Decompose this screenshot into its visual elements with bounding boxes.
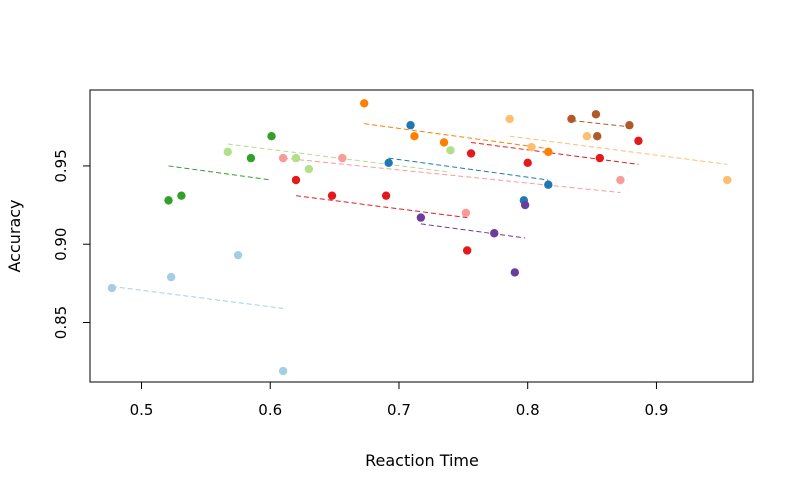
data-point-group-9 — [523, 158, 532, 168]
data-point-group-10 — [505, 114, 514, 124]
data-point-group-1 — [278, 366, 288, 376]
fit-line-group-4 — [283, 157, 621, 194]
data-point-group-7 — [544, 180, 553, 189]
x-tick-label: 0.8 — [516, 401, 540, 419]
fit-line-group-5 — [295, 195, 468, 219]
data-point-group-2 — [177, 191, 186, 200]
data-point-group-6 — [544, 147, 553, 157]
x-tick-label: 0.5 — [130, 401, 154, 419]
x-axis: 0.5 0.6 0.7 0.8 0.9 — [130, 381, 669, 419]
data-point-group-4 — [338, 153, 347, 163]
data-point-group-1 — [166, 272, 176, 282]
y-tick-label: 0.95 — [52, 149, 70, 182]
data-point-group-4 — [461, 208, 471, 218]
data-point-group-8 — [416, 213, 426, 222]
data-point-group-8 — [510, 268, 520, 277]
fit-line-group-9 — [470, 141, 639, 165]
data-point-group-9 — [634, 136, 643, 146]
fit-line-group-1 — [111, 285, 284, 309]
data-point-group-4 — [616, 175, 625, 185]
fit-line-group-8 — [420, 223, 526, 239]
data-point-group-5 — [291, 175, 301, 185]
y-tick-label: 0.85 — [52, 306, 70, 339]
data-point-group-6 — [360, 99, 369, 108]
data-point-group-6 — [439, 138, 449, 147]
data-point-group-2 — [246, 153, 256, 163]
data-point-group-1 — [107, 283, 117, 293]
data-point-group-2 — [164, 196, 173, 205]
x-tick-label: 0.7 — [387, 401, 411, 419]
data-point-group-3 — [304, 164, 314, 174]
data-point-group-7 — [406, 121, 415, 130]
data-point-group-9 — [466, 149, 476, 158]
fit-line-group-10 — [509, 135, 728, 165]
x-tick-label: 0.6 — [258, 401, 282, 419]
data-point-group-11 — [625, 121, 634, 130]
plot-frame — [89, 89, 754, 383]
data-points — [107, 99, 732, 376]
data-point-group-5 — [327, 191, 337, 200]
x-axis-title: Reaction Time — [365, 451, 479, 470]
y-tick-label: 0.90 — [52, 228, 70, 261]
data-point-group-3 — [223, 147, 232, 157]
data-point-group-1 — [233, 250, 243, 260]
y-axis: 0.85 0.90 0.95 — [52, 149, 91, 339]
data-point-group-4 — [278, 153, 288, 163]
data-point-group-9 — [595, 153, 605, 163]
fit-line-group-2 — [168, 165, 272, 181]
data-point-group-5 — [463, 246, 472, 255]
data-point-group-5 — [381, 191, 391, 200]
x-tick-label: 0.9 — [645, 401, 669, 419]
data-point-group-11 — [591, 110, 601, 119]
y-axis-title: Accuracy — [5, 199, 24, 272]
fit-line-group-11 — [571, 120, 630, 128]
data-point-group-7 — [384, 158, 393, 168]
data-point-group-6 — [410, 131, 419, 141]
data-point-group-8 — [520, 200, 530, 210]
data-point-group-11 — [567, 114, 576, 124]
fit-line-group-7 — [388, 157, 549, 181]
data-point-group-10 — [527, 142, 536, 152]
data-point-group-11 — [593, 131, 602, 141]
data-point-group-10 — [723, 175, 732, 185]
data-point-group-10 — [582, 131, 592, 141]
data-point-group-8 — [490, 229, 499, 238]
data-point-group-3 — [446, 146, 455, 155]
fit-line-group-6 — [364, 123, 549, 150]
data-point-group-2 — [267, 131, 276, 141]
data-point-group-3 — [291, 153, 301, 163]
